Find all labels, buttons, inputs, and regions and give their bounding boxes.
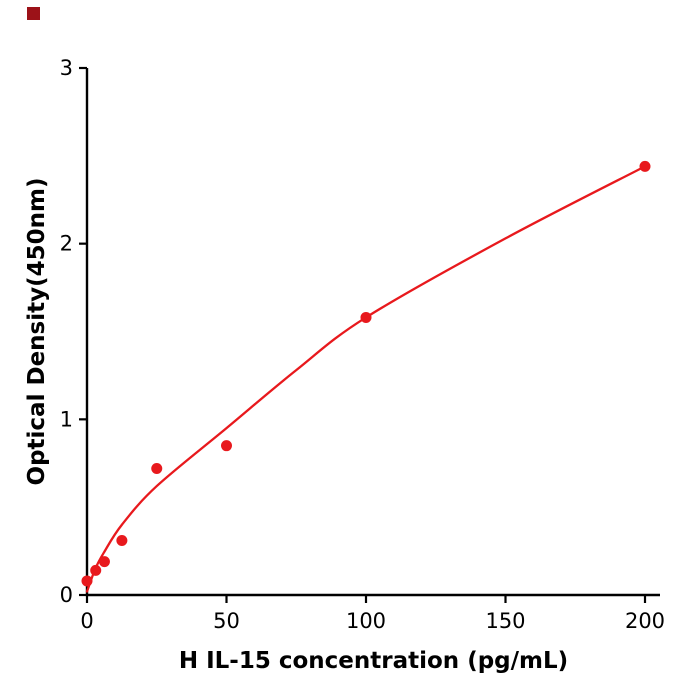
corner-mark	[27, 7, 40, 20]
x-tick-label: 200	[625, 609, 665, 633]
x-tick-label: 0	[80, 609, 93, 633]
data-point	[116, 535, 128, 547]
x-tick-label: 100	[346, 609, 386, 633]
data-point	[360, 311, 372, 323]
x-axis-title: H IL-15 concentration (pg/mL)	[179, 648, 568, 674]
data-point	[221, 440, 232, 452]
y-tick-label: 1	[60, 407, 73, 431]
x-tick-label: 50	[213, 609, 240, 633]
data-point	[98, 556, 110, 568]
data-point	[639, 160, 651, 172]
data-point	[81, 575, 93, 587]
data-point	[90, 564, 102, 576]
y-tick-label: 0	[60, 583, 73, 607]
fit-curve	[85, 165, 647, 593]
y-axis-title: Optical Density(450nm)	[24, 178, 50, 486]
y-tick-label: 3	[60, 56, 73, 80]
x-tick-label: 150	[485, 609, 525, 633]
data-point	[151, 463, 163, 475]
y-tick-label: 2	[60, 232, 73, 256]
